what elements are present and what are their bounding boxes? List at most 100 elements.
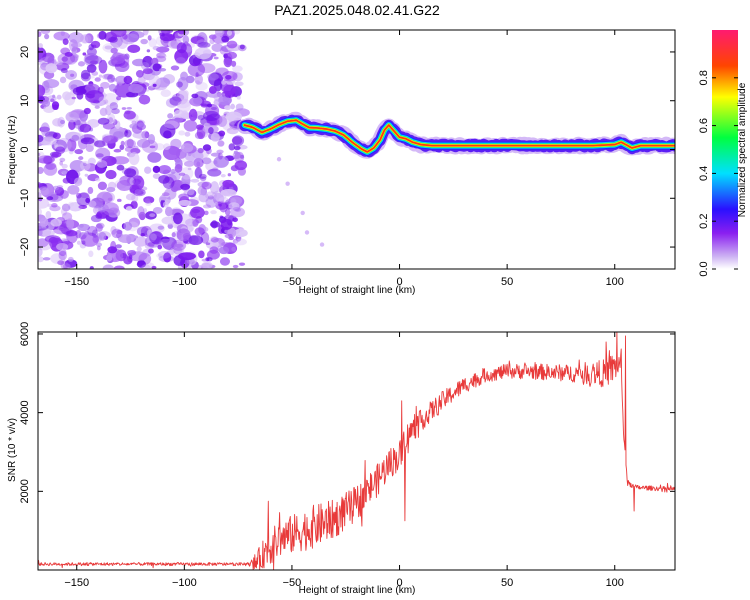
x-tick-label: −50 (283, 577, 302, 589)
noise-blob (77, 61, 86, 67)
noise-blob (162, 201, 169, 208)
noise-blob (71, 96, 77, 100)
noise-blob (110, 226, 117, 235)
noise-blob (106, 254, 113, 262)
noise-blob (134, 119, 146, 127)
noise-blob (234, 238, 247, 246)
noise-blob (103, 73, 114, 80)
noise-blob (38, 240, 53, 251)
noise-blob (127, 44, 141, 54)
noise-blob (140, 38, 148, 45)
noise-blob (135, 70, 144, 78)
noise-blob (182, 35, 190, 45)
noise-blob (87, 157, 96, 165)
noise-blob (61, 169, 68, 175)
snr-panel: −150 −100 −50 0 50 100 2000 4000 6000 Height of… (7, 322, 676, 596)
noise-blob (136, 226, 149, 237)
noise-blob (107, 197, 113, 201)
noise-blob (65, 111, 79, 123)
noise-blob (202, 144, 212, 151)
noise-blob (205, 191, 217, 200)
noise-blob (79, 223, 84, 228)
noise-blob (108, 83, 117, 92)
noise-blob (57, 260, 65, 266)
noise-blob (196, 161, 201, 167)
noise-blob (81, 240, 86, 245)
noise-blob (152, 83, 157, 87)
noise-blob (163, 252, 172, 263)
noise-blob (38, 155, 55, 164)
noise-blob (187, 62, 206, 77)
noise-blob (228, 143, 236, 151)
noise-blob (47, 203, 53, 208)
noise-blob (80, 34, 92, 44)
noise-blob (195, 80, 200, 84)
noise-blob (68, 31, 84, 44)
colorbar-tick-label: 0.0 (698, 261, 710, 276)
noise-blob (213, 56, 219, 60)
noise-blob (74, 148, 84, 155)
noise-blob (68, 201, 75, 207)
noise-blob (40, 30, 51, 35)
colorbar-gradient (712, 30, 738, 269)
noise-blob (59, 76, 67, 84)
noise-blob (45, 63, 58, 74)
noise-blob (131, 175, 145, 191)
noise-blob (108, 36, 119, 43)
noise-blob (52, 185, 60, 191)
noise-blob (157, 244, 163, 250)
noise-blob (132, 178, 141, 185)
noise-blob (152, 45, 161, 51)
noise-blob (190, 178, 200, 183)
noise-blob (88, 75, 95, 79)
noise-blob (216, 149, 224, 154)
noise-blob (218, 196, 230, 203)
noise-blob (140, 233, 145, 237)
noise-blob (129, 31, 145, 39)
noise-blob (173, 241, 185, 255)
noise-blob (205, 242, 211, 246)
noise-blob (212, 167, 219, 172)
noise-blob (105, 105, 112, 116)
noise-blob (144, 198, 151, 204)
noise-blob (133, 235, 139, 239)
noise-blob (202, 204, 212, 209)
noise-blob (232, 135, 245, 146)
noise-blob (232, 65, 243, 73)
noise-blob (191, 209, 201, 214)
noise-blob (180, 167, 194, 180)
noise-blob (110, 47, 118, 54)
noise-blob (224, 105, 232, 111)
noise-blob (123, 221, 133, 231)
noise-blob (208, 127, 214, 135)
noise-blob (195, 72, 199, 77)
noise-blob (39, 217, 49, 228)
noise-blob (178, 172, 186, 176)
noise-blob (235, 103, 244, 111)
noise-blob (183, 160, 195, 167)
noise-blob (85, 144, 94, 152)
noise-blob (83, 107, 91, 115)
noise-blob (151, 265, 157, 269)
noise-blob (158, 165, 172, 175)
noise-blob (110, 77, 117, 82)
noise-blob (96, 222, 105, 229)
noise-blob (148, 74, 161, 89)
noise-blob (113, 131, 124, 139)
noise-blob (68, 256, 74, 262)
snr-y-ticks: 2000 4000 6000 (19, 322, 675, 504)
noise-blob (73, 177, 83, 187)
noise-blob (38, 225, 43, 232)
noise-blob (59, 160, 64, 166)
x-tick-label: 50 (501, 577, 513, 589)
noise-blob (102, 135, 119, 144)
noise-blob (208, 72, 223, 86)
noise-blob (38, 256, 44, 263)
noise-blob (70, 73, 75, 77)
noise-blob (232, 217, 238, 223)
noise-blob (123, 110, 136, 120)
noise-blob (222, 242, 237, 253)
noise-blob (208, 34, 217, 40)
noise-blob (191, 93, 199, 99)
noise-blob (54, 143, 58, 148)
